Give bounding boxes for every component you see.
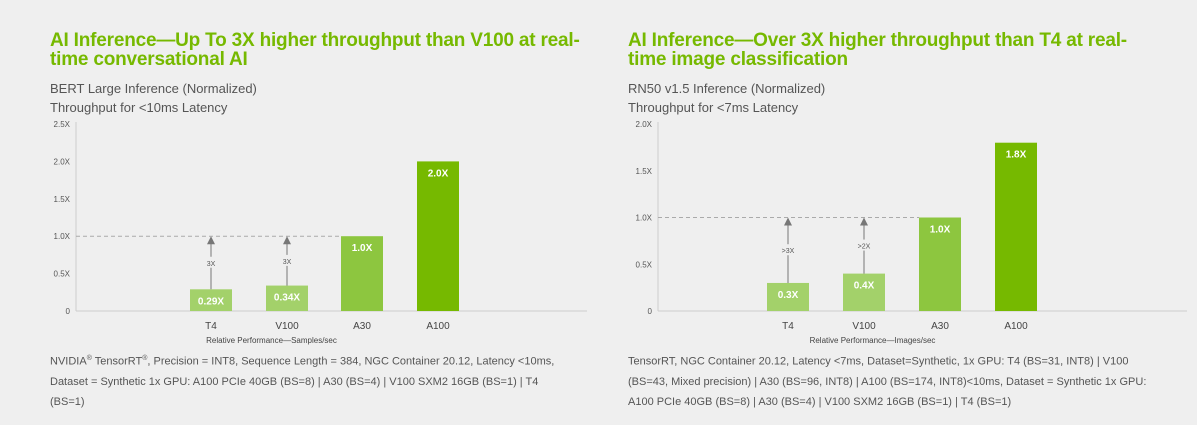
bar-value-label: 2.0X bbox=[428, 168, 449, 179]
chart-footnote: NVIDIA® TensorRT®, Precision = INT8, Seq… bbox=[50, 349, 575, 412]
x-tick-label: V100 bbox=[852, 321, 876, 332]
y-tick-label: 2.0X bbox=[636, 120, 653, 129]
footnote-part: NVIDIA bbox=[50, 355, 87, 368]
annotation-label-bg bbox=[279, 254, 295, 266]
bar-chart-bert: 0 0.5X 1.0X 1.5X 2.0X 2.5X 0.29X T4 0.34X V100 1.0… bbox=[54, 120, 587, 345]
chart-headline: AI Inference—Over 3X higher throughput t… bbox=[628, 30, 1127, 70]
annotation-label: >2X bbox=[858, 244, 871, 251]
y-tick-label: 0 bbox=[648, 307, 653, 316]
bar-chart-rn50: 0 0.5X 1.0X 1.5X 2.0X 0.3X T4 0.4X V100 1.0X A30 1.… bbox=[636, 120, 1187, 345]
chart-subtitle-latency: Throughput for <7ms Latency bbox=[628, 100, 799, 115]
annotation-arrow-head bbox=[784, 217, 792, 226]
y-tick-label: 1.0X bbox=[636, 214, 653, 223]
bar bbox=[919, 217, 961, 311]
bar bbox=[266, 285, 308, 311]
bar bbox=[843, 273, 885, 311]
x-axis-label: Relative Performance—Samples/sec bbox=[206, 336, 337, 345]
annotation-label: >3X bbox=[782, 248, 795, 255]
bar bbox=[190, 289, 232, 311]
x-tick-label: T4 bbox=[782, 321, 794, 332]
x-tick-label: A30 bbox=[931, 321, 949, 332]
footnote-text: , Precision = INT8, Sequence Length = 38… bbox=[50, 355, 555, 408]
bar bbox=[417, 161, 459, 311]
registered-mark: ® bbox=[86, 355, 92, 362]
x-tick-label: V100 bbox=[275, 321, 299, 332]
chart-subtitle: BERT Large Inference (Normalized) bbox=[50, 81, 257, 96]
bar-value-label: 0.34X bbox=[274, 293, 300, 304]
annotation-arrow-head bbox=[860, 217, 868, 226]
annotation-label: 3X bbox=[283, 259, 292, 266]
x-axis-label: Relative Performance—Images/sec bbox=[810, 336, 936, 345]
footnote-part: TensorRT bbox=[91, 355, 143, 368]
bar-value-label: 0.3X bbox=[778, 290, 799, 301]
y-tick-label: 1.5X bbox=[636, 167, 653, 176]
registered-mark: ® bbox=[142, 355, 148, 362]
annotation-label-bg bbox=[780, 244, 796, 256]
bar-value-label: 1.0X bbox=[930, 225, 951, 236]
chart-subtitle: RN50 v1.5 Inference (Normalized) bbox=[628, 81, 826, 96]
annotation-label: 3X bbox=[207, 261, 216, 268]
y-tick-label: 2.0X bbox=[54, 157, 71, 166]
x-tick-label: A100 bbox=[1004, 321, 1028, 332]
y-tick-label: 2.5X bbox=[54, 120, 71, 129]
bar bbox=[995, 142, 1037, 311]
chart-footnote: TensorRT, NGC Container 20.12, Latency <… bbox=[628, 349, 1168, 412]
bar bbox=[767, 282, 809, 311]
x-tick-label: T4 bbox=[205, 321, 217, 332]
annotation-label-bg bbox=[856, 239, 872, 251]
annotation-arrow-head bbox=[207, 236, 215, 245]
footnote-text: TensorRT, NGC Container 20.12, Latency <… bbox=[628, 355, 1147, 408]
bar bbox=[341, 236, 383, 311]
bar-value-label: 1.8X bbox=[1006, 150, 1027, 161]
x-tick-label: A100 bbox=[426, 321, 450, 332]
y-tick-label: 0.5X bbox=[636, 260, 653, 269]
bar-value-label: 1.0X bbox=[352, 243, 373, 254]
y-tick-label: 1.0X bbox=[54, 232, 71, 241]
y-tick-label: 0 bbox=[66, 307, 71, 316]
bar-value-label: 0.29X bbox=[198, 296, 224, 307]
chart-subtitle-latency: Throughput for <10ms Latency bbox=[50, 100, 228, 115]
y-tick-label: 0.5X bbox=[54, 270, 71, 279]
annotation-label-bg bbox=[203, 256, 219, 268]
chart-headline: AI Inference—Up To 3X higher throughput … bbox=[50, 30, 580, 70]
annotation-arrow-head bbox=[283, 236, 291, 245]
y-tick-label: 1.5X bbox=[54, 195, 71, 204]
bar-value-label: 0.4X bbox=[854, 281, 875, 292]
x-tick-label: A30 bbox=[353, 321, 371, 332]
